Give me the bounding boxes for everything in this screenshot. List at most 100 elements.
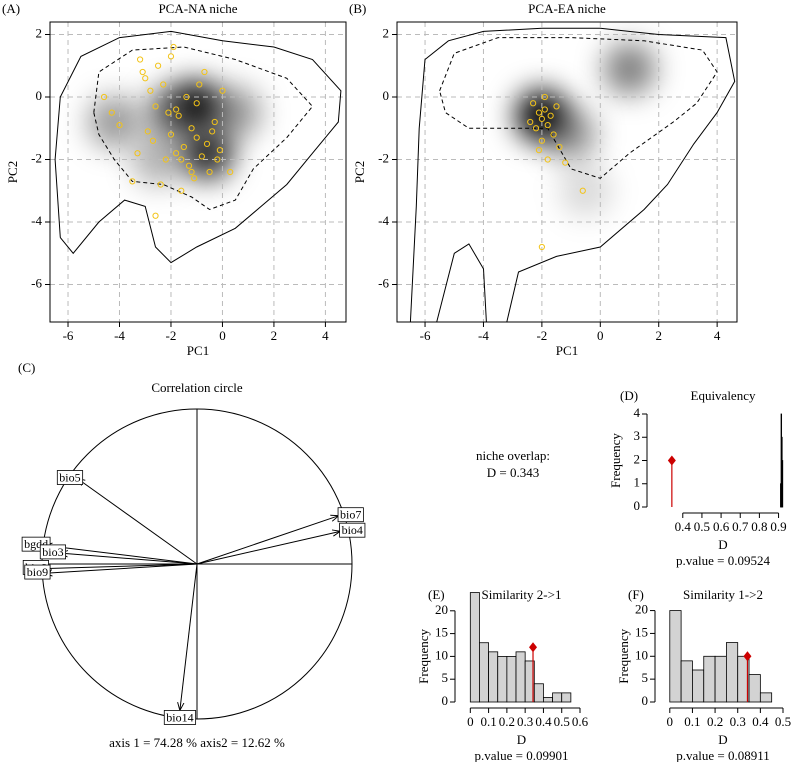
y-tick-label: 20 bbox=[635, 602, 648, 617]
x-tick-label: 0.3 bbox=[730, 714, 746, 729]
plot-frame bbox=[49, 21, 347, 323]
caption: axis 1 = 74.28 % axis2 = 12.62 % bbox=[109, 735, 285, 750]
x-tick-label: 2 bbox=[271, 328, 278, 343]
point bbox=[579, 187, 586, 194]
point bbox=[129, 178, 136, 185]
label-box bbox=[163, 710, 197, 725]
point bbox=[538, 243, 545, 251]
y-tick-label: 15 bbox=[635, 624, 648, 639]
loading-arrow bbox=[44, 563, 198, 569]
panel-label: (E) bbox=[428, 587, 445, 602]
bar bbox=[524, 660, 535, 703]
x-tick-label: 4 bbox=[322, 328, 329, 343]
point bbox=[209, 128, 216, 135]
point bbox=[196, 81, 203, 88]
point bbox=[527, 118, 534, 126]
density-blob bbox=[88, 96, 141, 148]
point bbox=[185, 162, 193, 169]
y-axis-label: PC2 bbox=[352, 161, 367, 183]
loading-label: bio3 bbox=[42, 545, 63, 559]
panel-label: (B) bbox=[349, 1, 366, 16]
annotation: D = 0.343 bbox=[487, 465, 539, 480]
bar bbox=[703, 655, 716, 703]
loading-arrow bbox=[45, 563, 198, 573]
x-tick-label: 0 bbox=[667, 714, 674, 729]
y-tick-label: 5 bbox=[642, 670, 649, 685]
x-tick-label: 0 bbox=[467, 714, 474, 729]
point bbox=[175, 112, 182, 119]
x-tick-label: 0.9 bbox=[770, 519, 786, 534]
y-tick-label: 0 bbox=[642, 693, 649, 708]
panel-label: (C) bbox=[18, 360, 35, 375]
point bbox=[178, 187, 185, 194]
observed-marker bbox=[667, 455, 676, 466]
panel-label: (D) bbox=[620, 388, 638, 403]
x-tick-label: 0.4 bbox=[752, 714, 769, 729]
x-tick-label: 0 bbox=[597, 328, 604, 343]
bar bbox=[692, 669, 705, 703]
panel-label: (F) bbox=[628, 587, 644, 602]
subtitle: p.value = 0.09524 bbox=[676, 553, 770, 568]
point bbox=[170, 43, 177, 51]
chart-title: Correlation circle bbox=[151, 380, 243, 395]
outer-contour bbox=[409, 27, 736, 322]
point bbox=[538, 137, 545, 144]
point bbox=[165, 109, 172, 116]
observed-marker bbox=[743, 651, 752, 662]
point bbox=[214, 156, 221, 163]
plot-area bbox=[50, 22, 346, 322]
point bbox=[203, 140, 211, 147]
panel-label: (A) bbox=[2, 1, 20, 16]
x-tick-label: -4 bbox=[114, 328, 125, 343]
point bbox=[162, 156, 169, 163]
point bbox=[142, 75, 149, 82]
x-tick-label: 0.5 bbox=[775, 714, 791, 729]
y-tick-label: 15 bbox=[435, 625, 448, 640]
point bbox=[544, 122, 551, 129]
x-axis-label: PC1 bbox=[556, 343, 578, 358]
x-tick-label: 0.3 bbox=[517, 714, 533, 729]
bar bbox=[680, 660, 693, 703]
x-tick-label: 0.4 bbox=[675, 519, 692, 534]
observed-marker bbox=[529, 642, 538, 653]
point bbox=[173, 106, 180, 113]
point bbox=[556, 143, 563, 151]
point bbox=[160, 81, 167, 88]
bar bbox=[725, 642, 739, 703]
bar bbox=[497, 656, 508, 703]
inner-contour bbox=[439, 37, 718, 179]
point bbox=[167, 131, 175, 138]
y-tick-label: 4 bbox=[634, 405, 641, 420]
y-tick-label: 0 bbox=[383, 88, 390, 103]
point bbox=[535, 109, 543, 116]
bar bbox=[543, 697, 553, 703]
point bbox=[219, 87, 226, 94]
point bbox=[535, 147, 543, 154]
point bbox=[541, 106, 548, 113]
label-box bbox=[24, 564, 51, 580]
bar bbox=[759, 692, 773, 703]
bar bbox=[488, 651, 499, 703]
x-tick-label: 0.5 bbox=[554, 714, 570, 729]
x-tick-label: 0.1 bbox=[684, 714, 700, 729]
subtitle: p.value = 0.08911 bbox=[676, 748, 770, 762]
point bbox=[167, 53, 175, 60]
bar bbox=[533, 683, 544, 703]
loading-arrow bbox=[61, 553, 198, 565]
x-tick-label: 0.5 bbox=[694, 519, 710, 534]
y-tick-label: 10 bbox=[635, 647, 648, 662]
y-tick-label: 0 bbox=[36, 88, 43, 103]
point bbox=[139, 68, 146, 76]
chart-title: Similarity 2->1 bbox=[482, 587, 562, 602]
y-axis-label: PC2 bbox=[5, 161, 20, 183]
point bbox=[136, 56, 144, 63]
bar bbox=[669, 610, 682, 703]
loading-arrow bbox=[45, 545, 198, 565]
x-tick-label: 0.7 bbox=[732, 519, 749, 534]
y-tick-label: 0 bbox=[442, 693, 449, 708]
point bbox=[157, 181, 164, 188]
y-tick-label: 1 bbox=[634, 475, 641, 490]
point bbox=[211, 118, 218, 126]
y-tick-label: -6 bbox=[31, 275, 42, 290]
point bbox=[144, 128, 151, 135]
